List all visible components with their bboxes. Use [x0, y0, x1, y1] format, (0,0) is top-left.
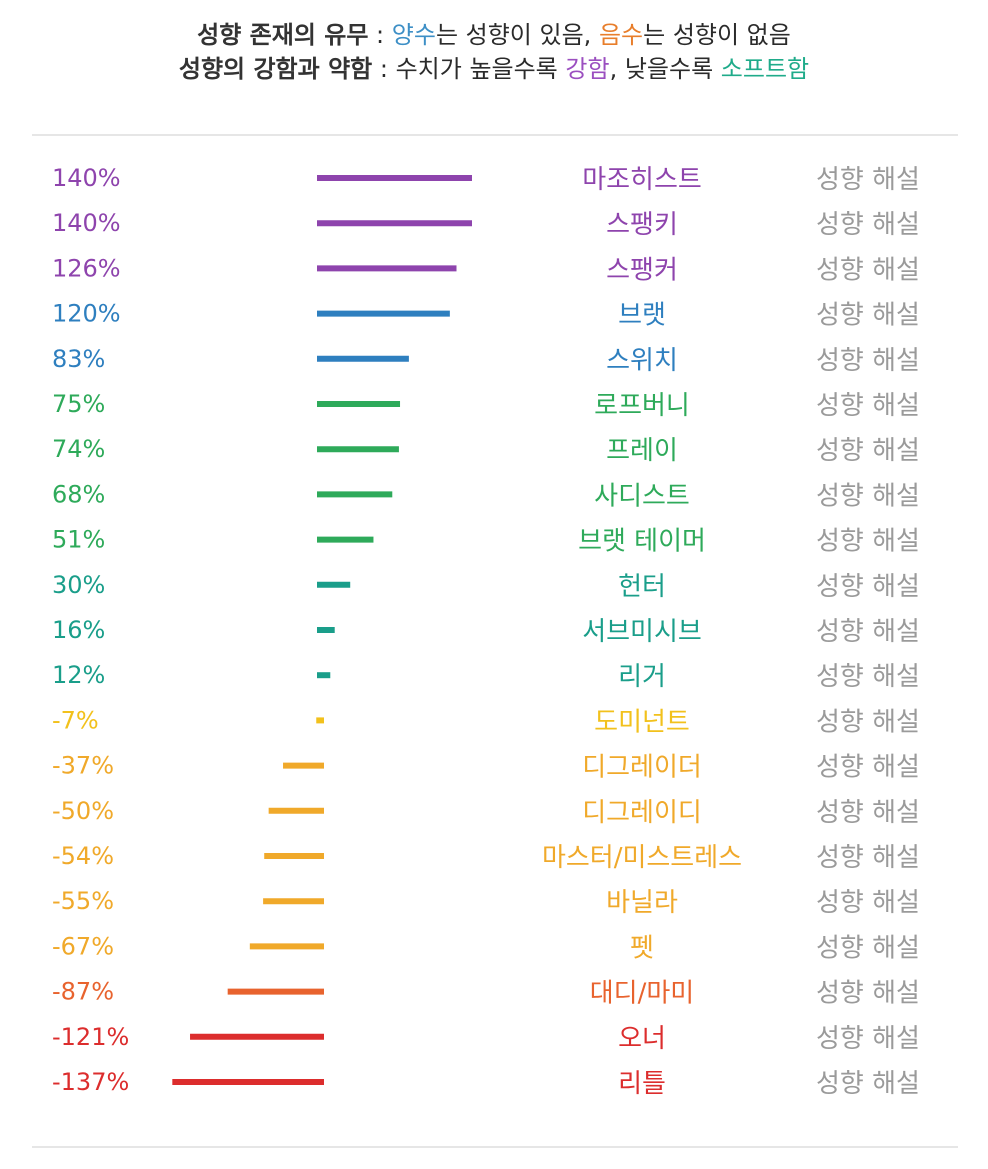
tendency-detail-link[interactable]: 성향 해설 — [816, 527, 920, 557]
category-label: 바닐라 — [606, 888, 678, 918]
value-label: -37% — [52, 752, 114, 780]
top-divider — [32, 134, 958, 136]
tendency-detail-link[interactable]: 성향 해설 — [816, 210, 920, 240]
value-label: 83% — [52, 345, 105, 373]
category-label: 브랫 테이머 — [578, 527, 706, 557]
legend-key-strength: 성향의 강함과 약함 — [178, 55, 373, 83]
value-label: 126% — [52, 254, 121, 282]
category-label: 로프버니 — [594, 391, 690, 421]
tendency-detail-link[interactable]: 성향 해설 — [816, 979, 920, 1009]
value-label: -87% — [52, 978, 114, 1006]
tendency-detail-link[interactable]: 성향 해설 — [816, 753, 920, 783]
category-label: 펫 — [630, 933, 654, 963]
value-label: 140% — [52, 209, 121, 237]
value-label: -137% — [52, 1068, 129, 1096]
tendency-detail-link[interactable]: 성향 해설 — [816, 255, 920, 285]
value-label: 30% — [52, 571, 105, 599]
bottom-divider — [32, 1146, 958, 1148]
category-label: 마조히스트 — [582, 165, 702, 195]
category-label: 대디/마미 — [590, 979, 694, 1009]
tendency-detail-link[interactable]: 성향 해설 — [816, 933, 920, 963]
category-label: 스위치 — [606, 346, 678, 376]
value-label: 16% — [52, 616, 105, 644]
tendency-detail-link[interactable]: 성향 해설 — [816, 798, 920, 828]
positive-word: 양수 — [391, 21, 436, 49]
value-label: -54% — [52, 842, 114, 870]
category-label: 프레이 — [606, 436, 678, 466]
category-label: 리틀 — [618, 1069, 666, 1099]
value-label: 12% — [52, 661, 105, 689]
tendency-detail-link[interactable]: 성향 해설 — [816, 301, 920, 331]
value-label: -50% — [52, 797, 114, 825]
tendency-detail-link[interactable]: 성향 해설 — [816, 1069, 920, 1099]
category-label: 스팽커 — [606, 255, 678, 285]
value-label: 68% — [52, 480, 105, 508]
category-label: 마스터/미스트레스 — [542, 843, 742, 873]
category-label: 사디스트 — [594, 481, 690, 511]
legend-line-existence: 성향 존재의 유무 : 양수는 성향이 있음, 음수는 성향이 없음 — [197, 21, 791, 49]
value-label: -67% — [52, 932, 114, 960]
tendency-detail-link[interactable]: 성향 해설 — [816, 572, 920, 602]
category-label: 헌터 — [618, 572, 666, 602]
category-label: 오너 — [618, 1024, 666, 1054]
negative-word: 음수 — [598, 21, 644, 49]
category-label: 스팽키 — [606, 210, 678, 240]
value-label: -7% — [52, 706, 99, 734]
tendency-detail-link[interactable]: 성향 해설 — [816, 662, 920, 692]
category-label: 리거 — [618, 662, 666, 692]
tendency-detail-link[interactable]: 성향 해설 — [816, 165, 920, 195]
strong-word: 강함 — [565, 55, 610, 83]
chart-legend-header: 성향 존재의 유무 : 양수는 성향이 있음, 음수는 성향이 없음 성향의 강… — [0, 18, 988, 86]
tendency-detail-link[interactable]: 성향 해설 — [816, 617, 920, 647]
tendency-detail-link[interactable]: 성향 해설 — [816, 707, 920, 737]
value-label: 120% — [52, 300, 121, 328]
value-label: 51% — [52, 526, 105, 554]
tendency-detail-link[interactable]: 성향 해설 — [816, 1024, 920, 1054]
category-label: 브랫 — [618, 301, 666, 331]
category-label: 디그레이디 — [582, 798, 702, 828]
tendency-detail-link[interactable]: 성향 해설 — [816, 843, 920, 873]
tendency-detail-link[interactable]: 성향 해설 — [816, 481, 920, 511]
category-label: 디그레이더 — [582, 753, 702, 783]
legend-key-existence: 성향 존재의 유무 — [197, 21, 369, 49]
tendency-detail-link[interactable]: 성향 해설 — [816, 391, 920, 421]
tendency-detail-link[interactable]: 성향 해설 — [816, 346, 920, 376]
category-label: 서브미시브 — [582, 617, 702, 647]
soft-word: 소프트함 — [720, 55, 810, 83]
category-label: 도미넌트 — [594, 707, 690, 737]
value-label: 74% — [52, 435, 105, 463]
legend-line-strength: 성향의 강함과 약함 : 수치가 높을수록 강함, 낮을수록 소프트함 — [178, 55, 810, 83]
tendency-detail-link[interactable]: 성향 해설 — [816, 888, 920, 918]
value-label: 140% — [52, 164, 121, 192]
value-label: -121% — [52, 1023, 129, 1051]
value-label: -55% — [52, 887, 114, 915]
value-label: 75% — [52, 390, 105, 418]
tendency-detail-link[interactable]: 성향 해설 — [816, 436, 920, 466]
